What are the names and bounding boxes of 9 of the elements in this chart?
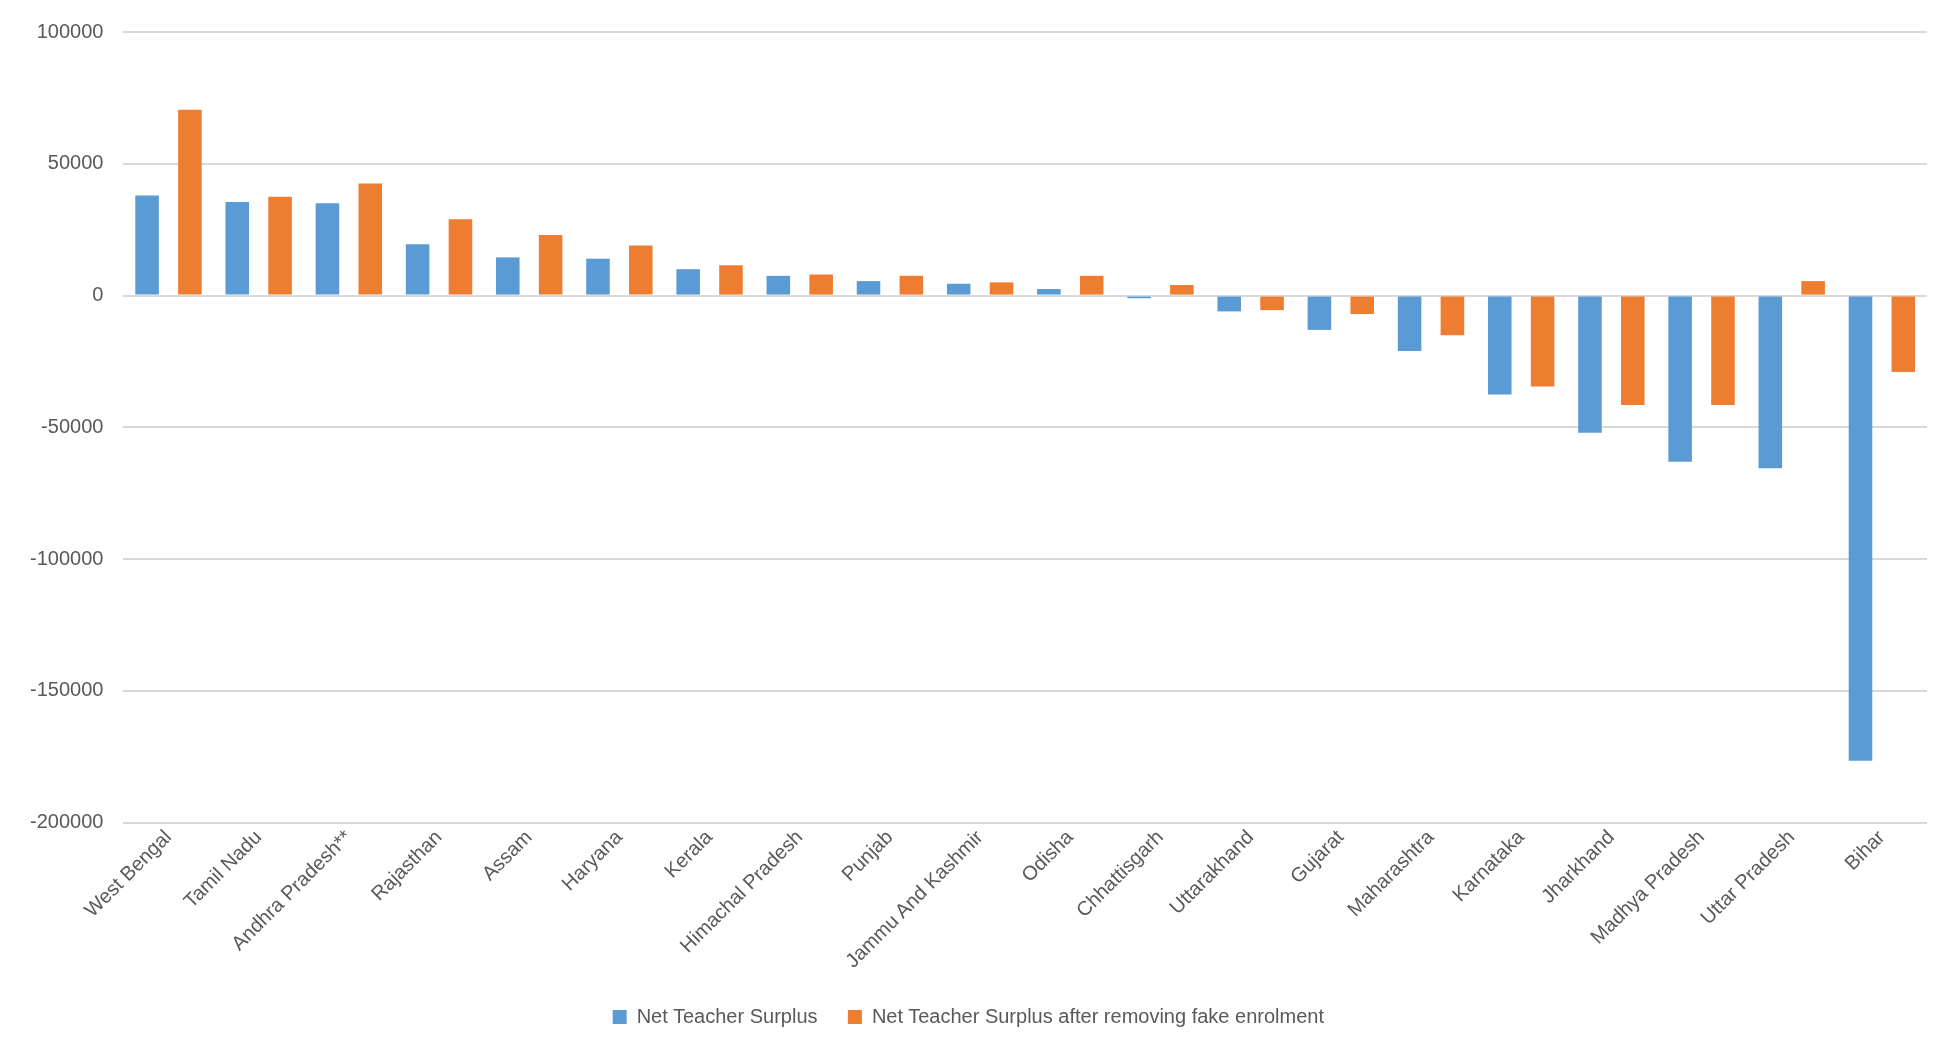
legend-label: Net Teacher Surplus (636, 1004, 818, 1027)
y-tick-label: -100000 (29, 546, 104, 569)
y-tick-label: 50000 (47, 151, 104, 174)
y-tick-label: -200000 (29, 810, 104, 833)
y-tick-label: -150000 (29, 678, 104, 701)
y-tick-label: -50000 (41, 414, 104, 437)
y-tick-label: 100000 (36, 19, 104, 42)
legend-label: Net Teacher Surplus after removing fake enrolment (871, 1004, 1325, 1027)
y-tick-label: 0 (92, 283, 104, 306)
